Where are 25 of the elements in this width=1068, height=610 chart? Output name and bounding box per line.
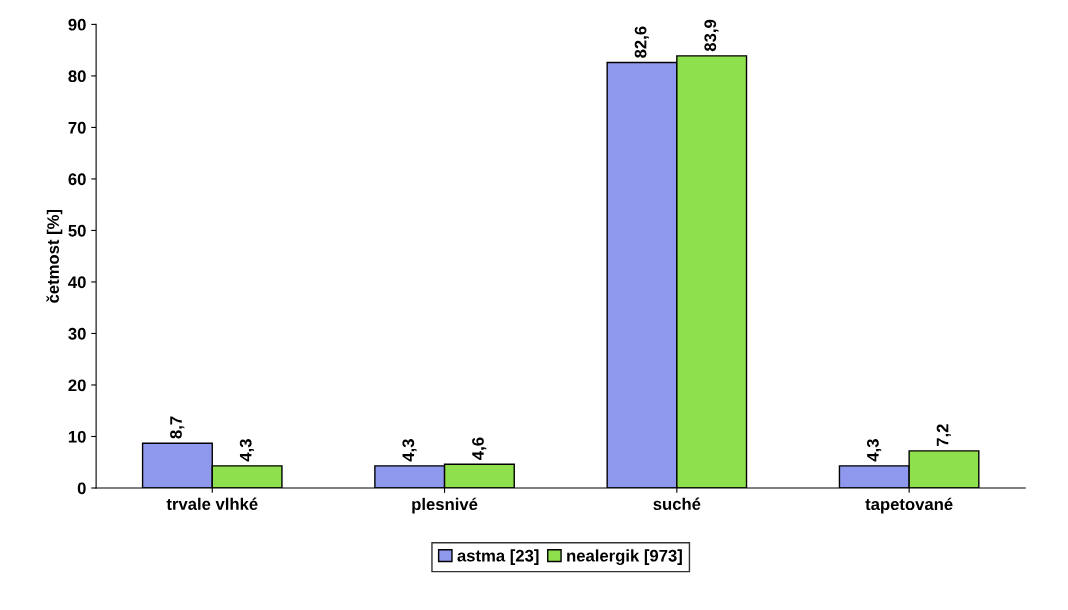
legend-label: astma [23]	[457, 549, 539, 565]
data-label: 4,3	[239, 439, 254, 462]
y-tick-label: 70	[68, 121, 86, 134]
y-tick-label: 0	[77, 482, 86, 495]
x-tick-label: trvale vlhké	[166, 497, 258, 510]
data-label: 83,9	[704, 19, 719, 52]
data-label: 8,7	[170, 416, 185, 439]
y-axis-title: četmost [%]	[46, 209, 63, 303]
x-tick-label: suché	[653, 497, 701, 510]
y-tick-label: 60	[68, 173, 86, 186]
data-label: 82,6	[634, 26, 649, 58]
data-label: 4,3	[866, 439, 882, 462]
y-tick-label: 30	[68, 327, 86, 340]
y-tick-label: 10	[68, 430, 86, 443]
data-label: 4,6	[472, 437, 487, 460]
y-tick-label: 50	[68, 224, 86, 237]
x-tick-label: tapetované	[865, 497, 953, 514]
data-label: 7,2	[936, 424, 951, 447]
legend-label: nealergik [973]	[567, 549, 682, 565]
y-tick-label: 80	[68, 70, 86, 83]
x-tick-label: plesnivé	[412, 497, 478, 514]
y-tick-label: 90	[68, 18, 86, 31]
data-label: 4,3	[402, 439, 417, 462]
y-tick-label: 20	[68, 379, 86, 392]
y-tick-label: 40	[68, 276, 86, 289]
